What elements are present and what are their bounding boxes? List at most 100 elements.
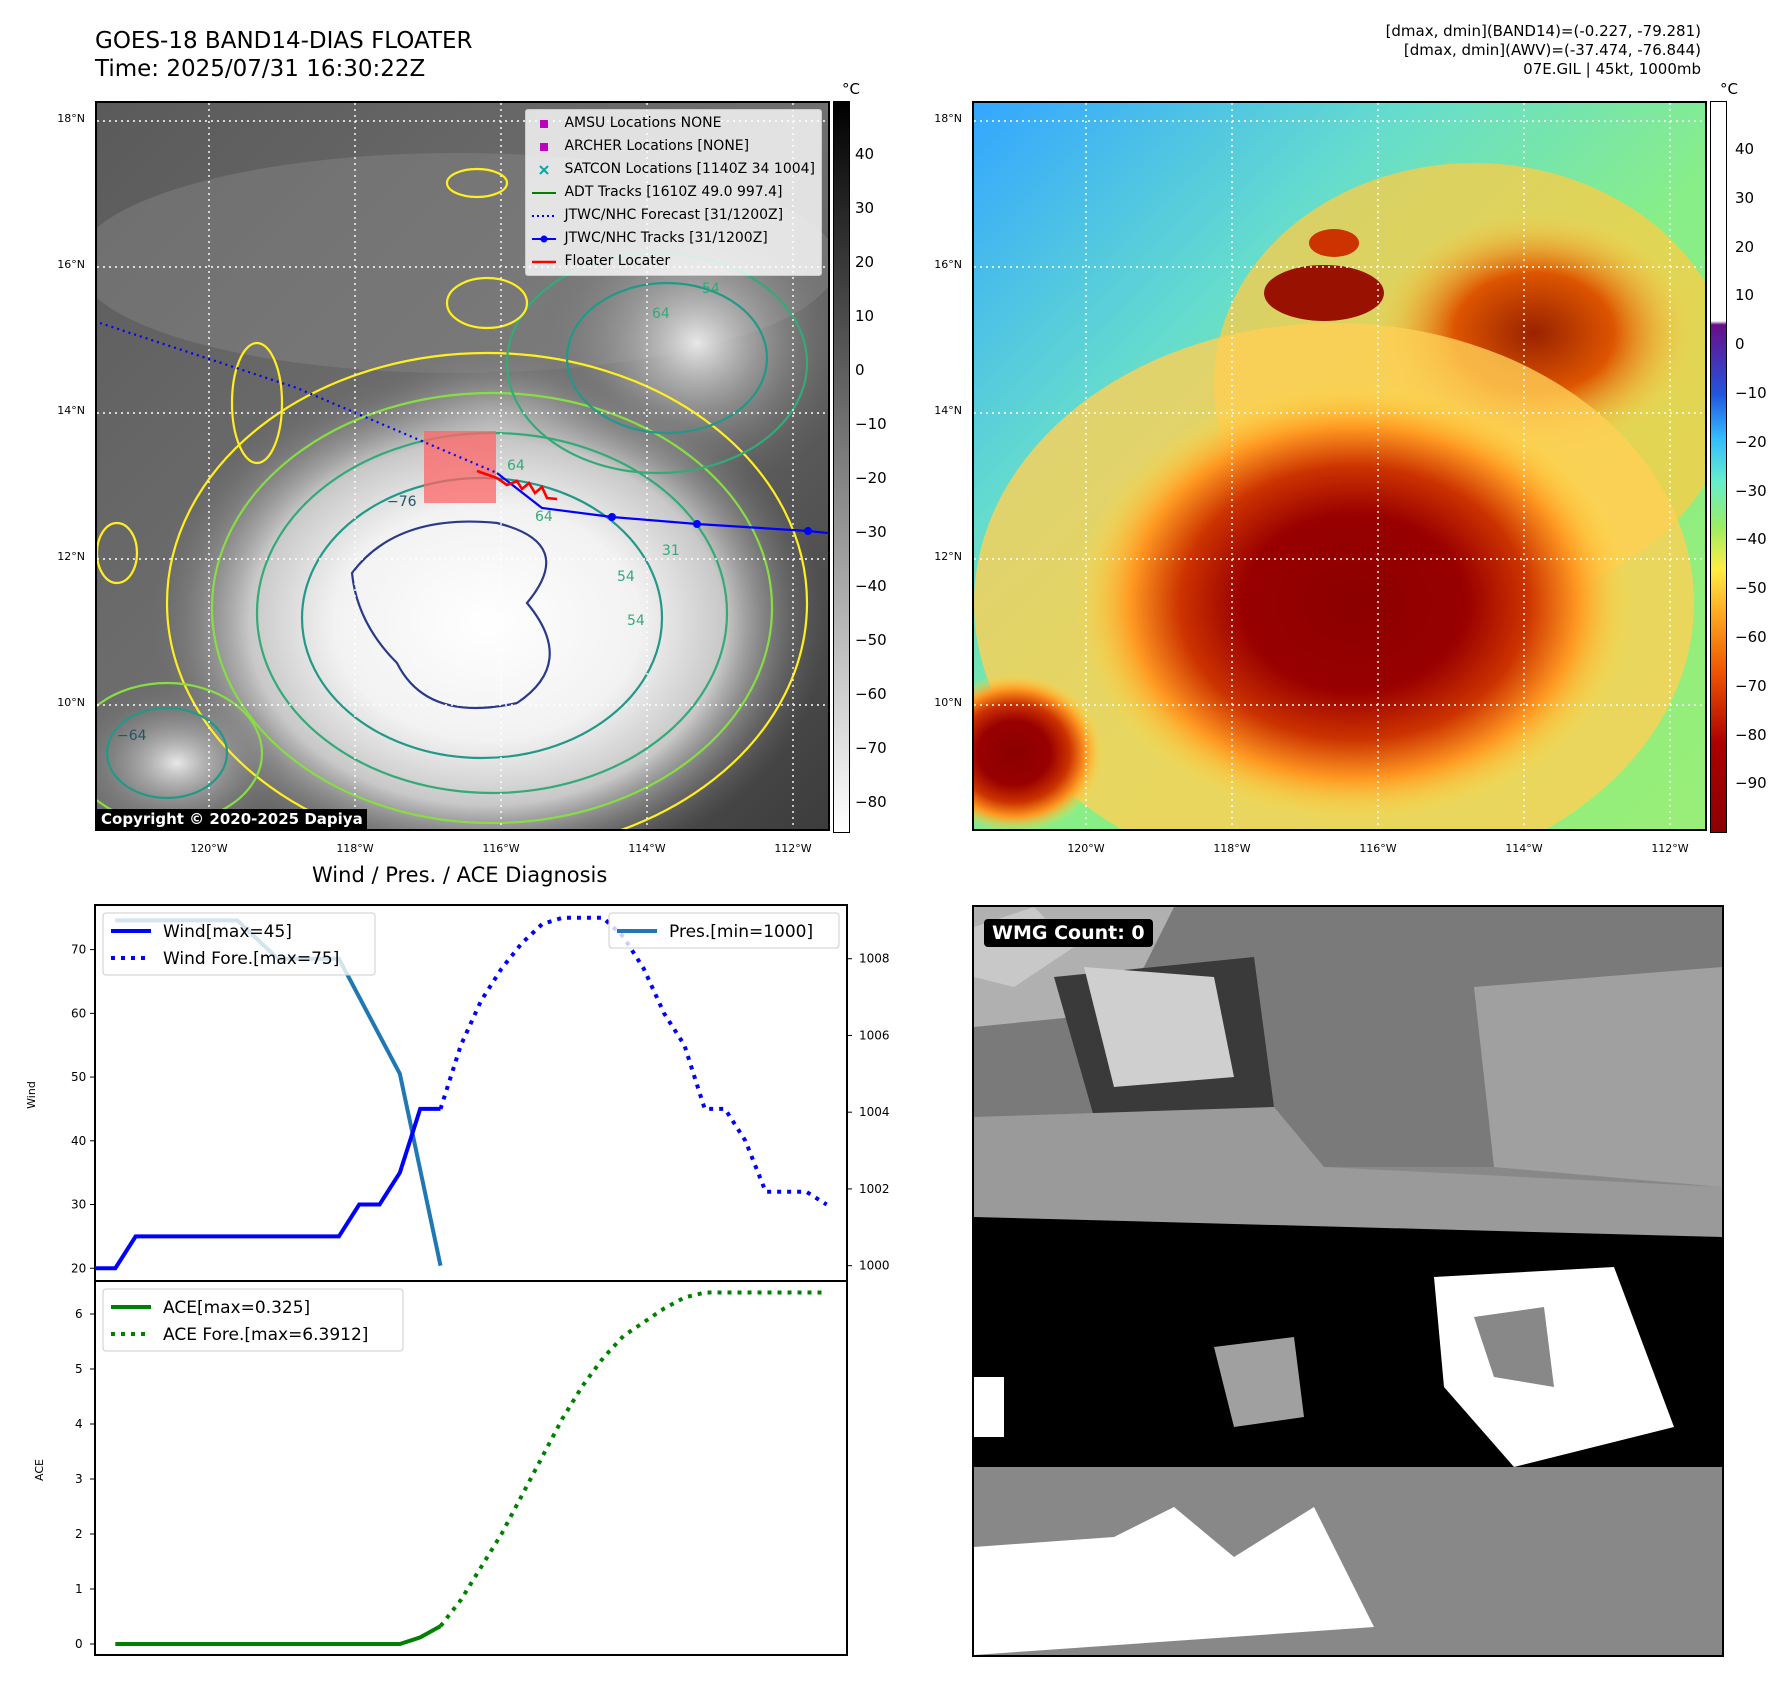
legend-item: SATCON Locations [1140Z 34 1004] <box>532 158 815 181</box>
title-line-1: GOES-18 BAND14-DIAS FLOATER <box>95 28 473 54</box>
wind-ylabel: Wind <box>25 1081 38 1109</box>
colorbar-tick: −40 <box>1735 530 1767 549</box>
colorbar-tick: −10 <box>855 415 887 433</box>
lat-label: 18°N <box>934 112 962 125</box>
legend-item: ADT Tracks [1610Z 49.0 997.4] <box>532 184 783 200</box>
colorbar-tick: −10 <box>1735 384 1767 402</box>
colorbar-tick: −60 <box>855 685 887 703</box>
ace-tick-label: 6 <box>75 1307 83 1321</box>
floater-box <box>424 431 496 503</box>
contour-label: 64 <box>507 458 525 474</box>
left-colorbar-unit: °C <box>842 80 860 98</box>
lat-label: 14°N <box>57 404 85 417</box>
legend-item: Floater Locater <box>532 253 671 269</box>
contour-label: 54 <box>702 281 720 297</box>
colorbar-tick: −80 <box>855 793 887 811</box>
lat-label: 10°N <box>934 696 962 709</box>
ace-tick-label: 0 <box>75 1637 83 1651</box>
wind-tick-label: 60 <box>71 1006 86 1020</box>
legend-item: JTWC/NHC Tracks [31/1200Z] <box>532 227 815 250</box>
lon-label: 114°W <box>628 842 666 855</box>
floater-locater <box>476 469 558 501</box>
pressure-legend <box>608 912 840 949</box>
wmg-panel: WMG Count: 0 <box>972 905 1724 1657</box>
right-colorbar-unit: °C <box>1720 80 1738 98</box>
contour-label: 54 <box>617 569 635 585</box>
wind-tick-label: 40 <box>71 1134 86 1148</box>
colorbar-tick: 40 <box>855 145 875 163</box>
lat-label: 16°N <box>57 258 85 271</box>
contour-label: 54 <box>627 613 645 629</box>
awv-map-image <box>974 103 1705 829</box>
lon-label: 116°W <box>482 842 520 855</box>
subtitle-line-1: [dmax, dmin](BAND14)=(-0.227, -79.281) <box>1385 22 1701 40</box>
lon-label: 120°W <box>1067 842 1105 855</box>
wind-series-line <box>95 1106 441 1271</box>
wmg-count-badge: WMG Count: 0 <box>984 919 1153 947</box>
colorbar-tick: 30 <box>855 199 875 217</box>
lat-label: 12°N <box>934 550 962 563</box>
colorbar-tick: 10 <box>1735 286 1755 305</box>
lon-label: 118°W <box>336 842 374 855</box>
wmg-image <box>974 907 1722 1655</box>
map-legend: AMSU Locations NONE ARCHER Locations [NO… <box>525 109 822 276</box>
colorbar-tick: −90 <box>1735 774 1767 793</box>
right-colorbar <box>1710 101 1727 833</box>
lon-label: 120°W <box>190 842 228 855</box>
colorbar-tick: −50 <box>1735 579 1767 598</box>
ace-tick-label: 4 <box>75 1417 83 1431</box>
legend-label: Wind[max=45] <box>163 922 292 942</box>
colorbar-tick: 10 <box>855 307 875 325</box>
lon-label: 112°W <box>1651 842 1689 855</box>
pressure-tick-label: 1000 <box>859 1259 890 1273</box>
ace-legend <box>102 1288 404 1352</box>
ace-series-line <box>115 1624 442 1646</box>
colorbar-tick: 30 <box>1735 188 1755 207</box>
lat-label: 10°N <box>57 696 85 709</box>
legend-label: Wind Fore.[max=75] <box>163 949 339 969</box>
legend-label: ACE[max=0.325] <box>163 1298 310 1318</box>
contour-label: 31 <box>662 543 680 559</box>
colorbar-tick: 20 <box>1735 237 1755 256</box>
wind-tick-label: 30 <box>71 1198 86 1212</box>
pressure-tick-label: 1008 <box>859 952 890 966</box>
lat-label: 16°N <box>934 258 962 271</box>
colorbar-tick: −70 <box>1735 676 1767 695</box>
colorbar-tick: −20 <box>1735 432 1767 451</box>
colorbar-tick: 40 <box>1735 140 1755 158</box>
wind-forecast-series-line <box>438 915 828 1207</box>
wind-tick-label: 20 <box>71 1261 86 1275</box>
legend-item: JTWC/NHC Forecast [31/1200Z] <box>532 207 784 223</box>
lon-label: 116°W <box>1359 842 1397 855</box>
figure-title: GOES-18 BAND14-DIAS FLOATER Time: 2025/0… <box>95 27 473 83</box>
copyright-label: Copyright © 2020-2025 Dapiya <box>97 809 367 829</box>
legend-label: Pres.[min=1000] <box>669 922 813 942</box>
subtitle-line-3: 07E.GIL | 45kt, 1000mb <box>1523 60 1701 78</box>
ace-forecast-series-line <box>438 1290 827 1628</box>
wind-tick-label: 50 <box>71 1070 86 1084</box>
ace-ylabel: ACE <box>33 1459 46 1481</box>
ace-tick-label: 2 <box>75 1527 83 1541</box>
awv-map-panel <box>972 101 1707 831</box>
legend-item: AMSU Locations NONE <box>532 112 815 135</box>
ir-map-panel: −76 64 54 64 −64 54 64 31 54 AMSU Locati… <box>95 101 830 831</box>
contour-label: −64 <box>117 728 147 744</box>
colorbar-tick: 0 <box>1735 335 1745 354</box>
colorbar-tick: −70 <box>855 739 887 757</box>
colorbar-tick: −30 <box>855 523 887 541</box>
ace-tick-label: 1 <box>75 1582 83 1596</box>
colorbar-tick: −60 <box>1735 628 1767 646</box>
lat-label: 12°N <box>57 550 85 563</box>
lat-label: 18°N <box>57 112 85 125</box>
figure-subtitle: [dmax, dmin](BAND14)=(-0.227, -79.281) [… <box>1386 22 1701 79</box>
lon-label: 118°W <box>1213 842 1251 855</box>
contour-label: −76 <box>387 494 417 510</box>
lat-label: 14°N <box>934 404 962 417</box>
ace-tick-label: 3 <box>75 1472 83 1486</box>
ace-axes-frame <box>94 1280 848 1656</box>
colorbar-tick: −20 <box>855 469 887 487</box>
contour-label: 64 <box>535 509 553 525</box>
pressure-tick-label: 1006 <box>859 1028 890 1042</box>
left-colorbar <box>833 101 850 833</box>
legend-item: ARCHER Locations [NONE] <box>532 135 815 158</box>
